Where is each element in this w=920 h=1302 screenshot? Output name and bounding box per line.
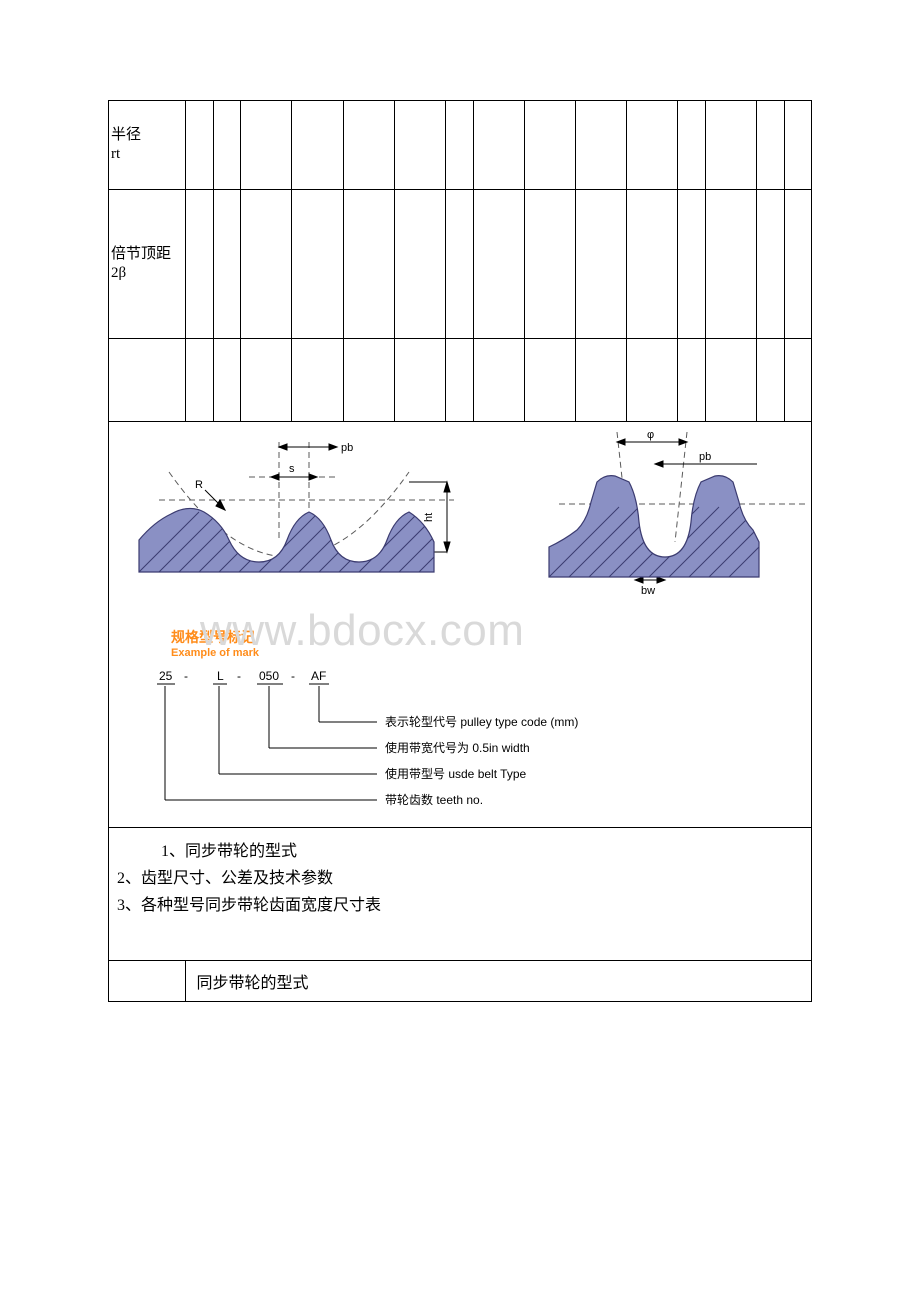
param-label-rt: 半径rt <box>109 101 186 190</box>
left-tooth-profile <box>139 508 434 572</box>
mark-title-cn: 规格型号标记 <box>171 629 255 645</box>
tooth-profile-figure: pb s R <box>109 422 811 822</box>
svg-text:-: - <box>291 669 295 683</box>
section-title-row: 同步带轮的型式 <box>109 960 812 1001</box>
toc-item-1: 1、同步带轮的型式 <box>117 838 803 865</box>
param-row-rt: 半径rt <box>109 101 812 190</box>
mark-title-en: Example of mark <box>171 647 260 659</box>
mark-connectors <box>165 686 377 800</box>
mark-line-2: 使用带宽代号为 0.5in width <box>385 740 530 755</box>
svg-text:25: 25 <box>159 669 173 683</box>
spec-table: 半径rt 倍节顶距2β <box>108 100 812 1002</box>
label-r: R <box>195 479 203 491</box>
mark-line-1: 表示轮型代号 pulley type code (mm) <box>385 715 578 729</box>
toc-item-3: 3、各种型号同步带轮齿面宽度尺寸表 <box>117 892 803 919</box>
right-tooth-profile <box>549 476 759 577</box>
section-title: 同步带轮的型式 <box>186 960 812 1001</box>
mark-line-3: 使用带型号 usde belt Type <box>385 766 526 781</box>
toc-row: 1、同步带轮的型式 2、齿型尺寸、公差及技术参数 3、各种型号同步带轮齿面宽度尺… <box>109 828 812 961</box>
svg-text:-: - <box>184 669 188 683</box>
spacer-row <box>109 339 812 422</box>
mark-code-group: 25 - L - 050 - AF <box>157 669 329 684</box>
mark-line-4: 带轮齿数 teeth no. <box>385 792 483 807</box>
svg-text:AF: AF <box>311 669 326 683</box>
label-bw: bw <box>641 585 655 597</box>
label-phi: φ <box>647 429 654 441</box>
label-pb-right: pb <box>699 451 711 463</box>
toc-item-2: 2、齿型尺寸、公差及技术参数 <box>117 865 803 892</box>
label-pb-left: pb <box>341 442 353 454</box>
label-ht: ht <box>423 513 435 522</box>
label-s: s <box>289 463 295 475</box>
param-label-2beta: 倍节顶距2β <box>109 190 186 339</box>
figure-row: pb s R <box>109 422 812 828</box>
svg-text:L: L <box>217 669 224 683</box>
svg-text:-: - <box>237 669 241 683</box>
svg-text:050: 050 <box>259 669 279 683</box>
param-row-2beta: 倍节顶距2β <box>109 190 812 339</box>
